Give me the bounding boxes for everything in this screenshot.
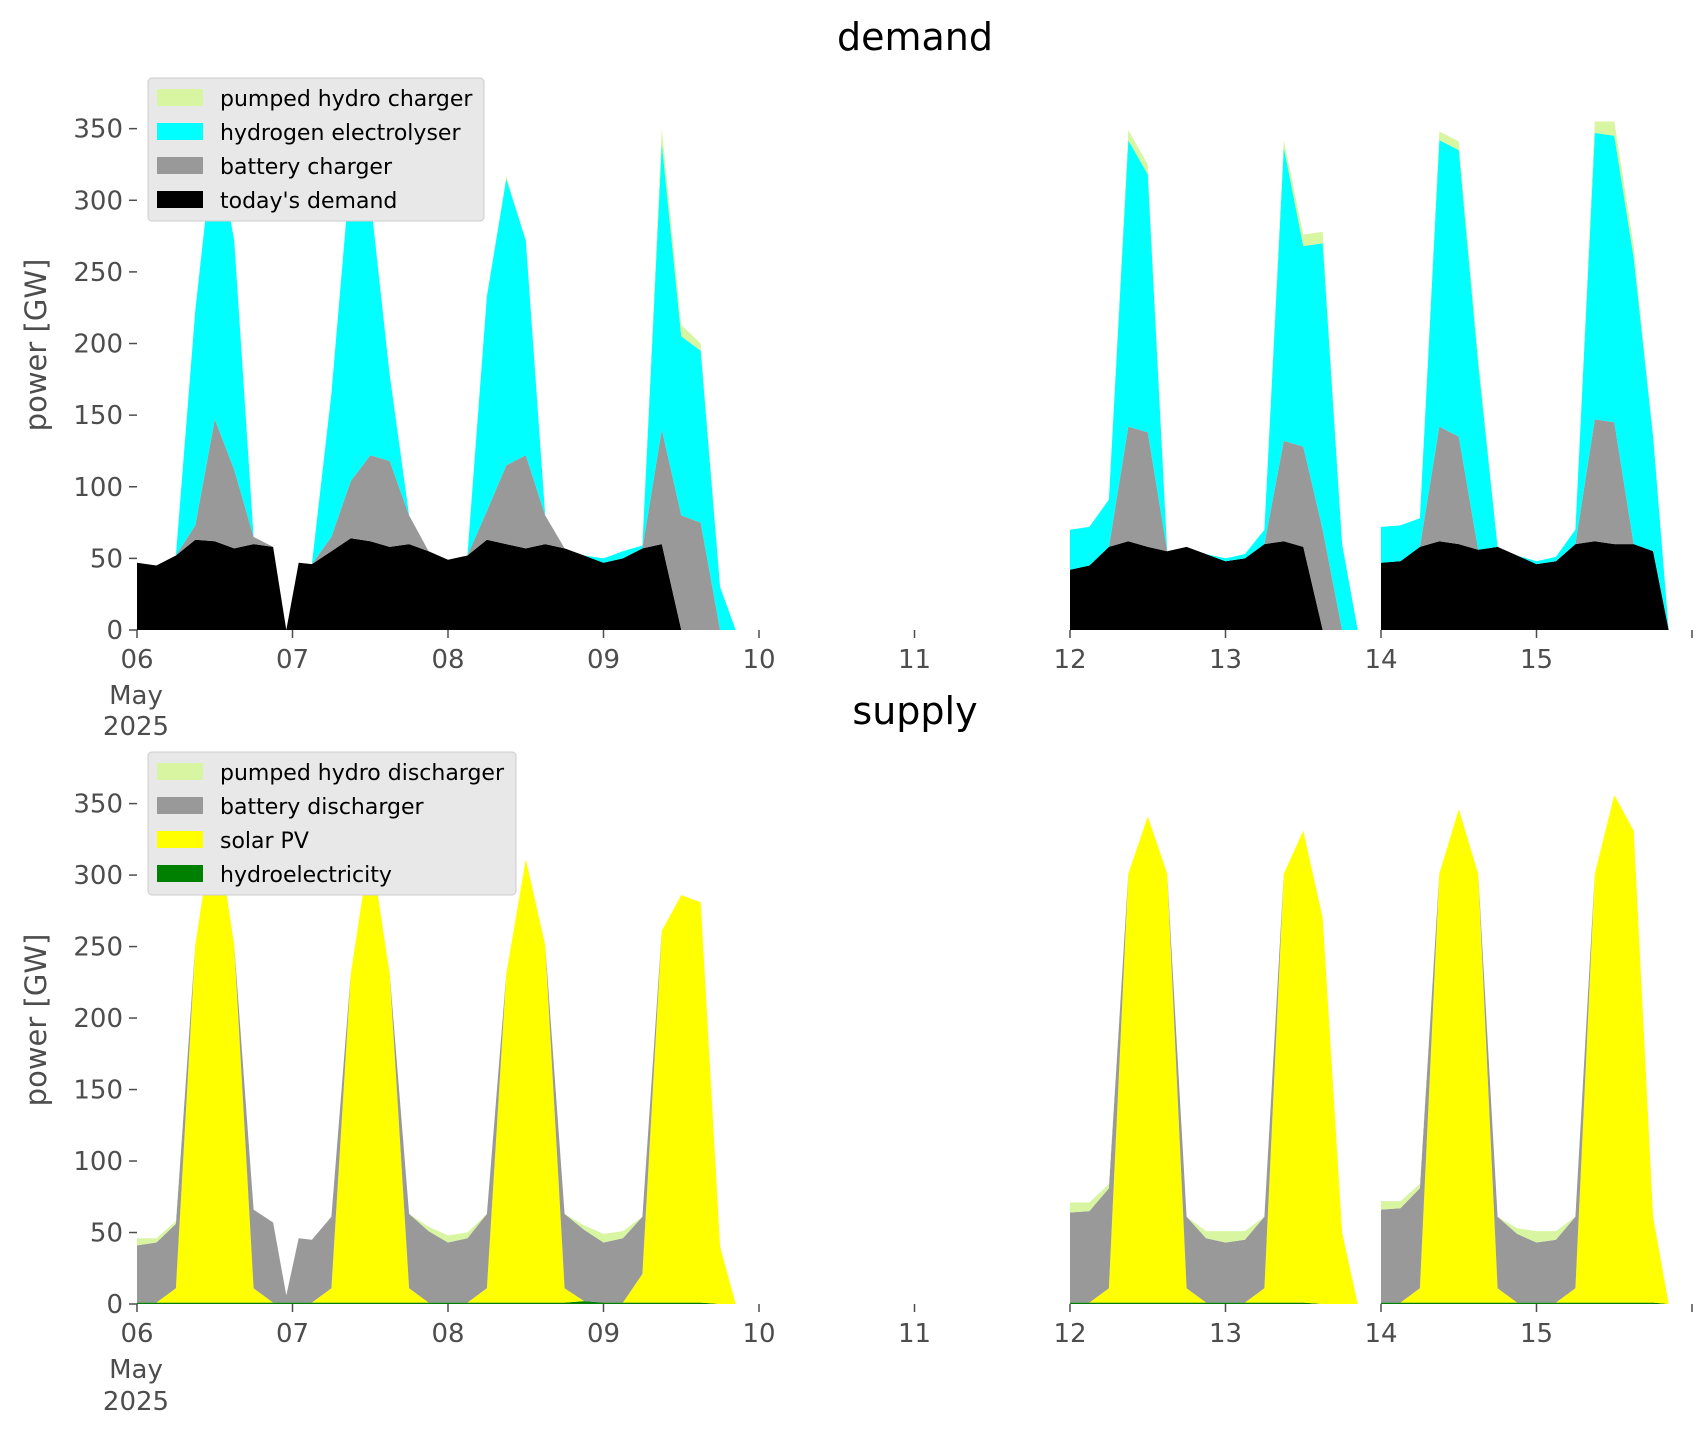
area-today-s-demand-segment-1 [1070,541,1358,630]
y-tick-label: 100 [73,473,123,503]
legend-label-hydroelectricity: hydroelectricity [220,863,392,888]
x-tick-label: 10 [742,1319,775,1349]
y-tick-label: 150 [73,401,123,431]
x-tick-label: 12 [1053,1319,1086,1349]
area-solar-pv-segment-1 [1070,816,1358,1304]
demand-areas [137,121,1669,630]
x-tick-label: 15 [1520,1319,1553,1349]
legend-label-solar-pv: solar PV [220,829,309,854]
area-hydrogen-electrolyser-segment-1 [1070,140,1358,630]
area-solar-pv-segment-2 [1381,795,1669,1304]
x-tick-label: 12 [1053,645,1086,675]
demand-panel: demand power [GW] 050100150200250300350 … [19,15,1693,742]
legend-label-pumped-hydro-charger: pumped hydro charger [220,87,473,112]
demand-legend: pumped hydro charger hydrogen electrolys… [147,77,485,222]
supply-panel: supply power [GW] 050100150200250300350 … [19,689,1693,1417]
y-tick-label: 0 [106,616,123,646]
area-today-s-demand-segment-0 [137,538,736,630]
demand-x-month-label: May [109,681,163,711]
legend-label-battery-charger: battery charger [220,155,393,180]
y-tick-label: 300 [73,186,123,216]
area-solar-pv-segment-0 [137,816,736,1304]
area-hydroelectricity-segment-0 [137,1301,736,1304]
y-tick-label: 100 [73,1147,123,1177]
legend-swatch-solar-pv [157,831,203,848]
legend-swatch-battery-discharger [157,797,203,814]
x-tick-label: 10 [742,645,775,675]
supply-areas [137,795,1669,1304]
supply-legend: pumped hydro discharger battery discharg… [147,751,517,896]
legend-label-todays-demand: today's demand [220,189,397,214]
y-tick-label: 300 [73,861,123,891]
legend-label-battery-discharger: battery discharger [220,795,425,820]
y-tick-label: 350 [73,790,123,820]
legend-label-hydrogen-electrolyser: hydrogen electrolyser [220,121,461,146]
y-tick-label: 0 [106,1290,123,1320]
legend-swatch-hydrogen-electrolyser [157,123,203,140]
x-tick-label: 13 [1209,645,1242,675]
y-tick-label: 50 [90,544,123,574]
supply-x-ticks: 06 07 08 09 10 11 12 13 14 15 [120,1304,1693,1349]
y-tick-label: 50 [90,1219,123,1249]
supply-x-month-label: May [109,1355,163,1385]
x-tick-label: 07 [276,1319,309,1349]
x-tick-label: 14 [1364,645,1397,675]
x-tick-label: 08 [431,1319,464,1349]
legend-label-pumped-hydro-discharger: pumped hydro discharger [220,761,505,786]
area-battery-discharger-segment-2 [1381,795,1669,1304]
x-tick-label: 08 [431,645,464,675]
y-tick-label: 250 [73,258,123,288]
y-tick-label: 200 [73,330,123,360]
x-tick-label: 13 [1209,1319,1242,1349]
demand-x-ticks: 06 07 08 09 10 11 12 13 14 15 [120,630,1693,675]
area-hydroelectricity-segment-1 [1070,1302,1358,1304]
x-tick-label: 11 [898,645,931,675]
demand-x-year-label: 2025 [103,712,169,742]
area-battery-charger-segment-1 [1070,426,1358,630]
demand-title: demand [837,15,993,59]
demand-y-axis-label: power [GW] [19,259,53,432]
x-tick-label: 06 [120,1319,153,1349]
supply-x-year-label: 2025 [103,1387,169,1417]
y-tick-label: 350 [73,115,123,145]
x-tick-label: 09 [587,1319,620,1349]
area-battery-charger-segment-2 [1381,419,1669,630]
legend-swatch-hydroelectricity [157,865,203,882]
x-tick-label: 15 [1520,645,1553,675]
x-tick-label: 07 [276,645,309,675]
y-tick-label: 150 [73,1076,123,1106]
x-tick-label: 06 [120,645,153,675]
legend-swatch-battery-charger [157,157,203,174]
demand-legend-box [147,77,485,222]
x-tick-label: 14 [1364,1319,1397,1349]
legend-swatch-todays-demand [157,191,203,208]
area-today-s-demand-segment-2 [1381,541,1669,630]
supply-y-ticks: 0 50 100 150 200 250 300 350 [73,790,137,1320]
demand-y-ticks: 0 50 100 150 200 250 300 350 [73,115,137,646]
supply-legend-box [147,751,517,896]
area-hydrogen-electrolyser-segment-2 [1381,132,1669,630]
x-tick-label: 11 [898,1319,931,1349]
legend-swatch-pumped-hydro-discharger [157,763,203,780]
supply-y-axis-label: power [GW] [19,934,53,1107]
y-tick-label: 200 [73,1004,123,1034]
area-battery-discharger-segment-1 [1070,816,1358,1304]
legend-swatch-pumped-hydro-charger [157,89,203,106]
x-tick-label: 09 [587,645,620,675]
supply-title: supply [852,689,977,733]
area-hydroelectricity-segment-2 [1381,1302,1669,1304]
y-tick-label: 250 [73,933,123,963]
